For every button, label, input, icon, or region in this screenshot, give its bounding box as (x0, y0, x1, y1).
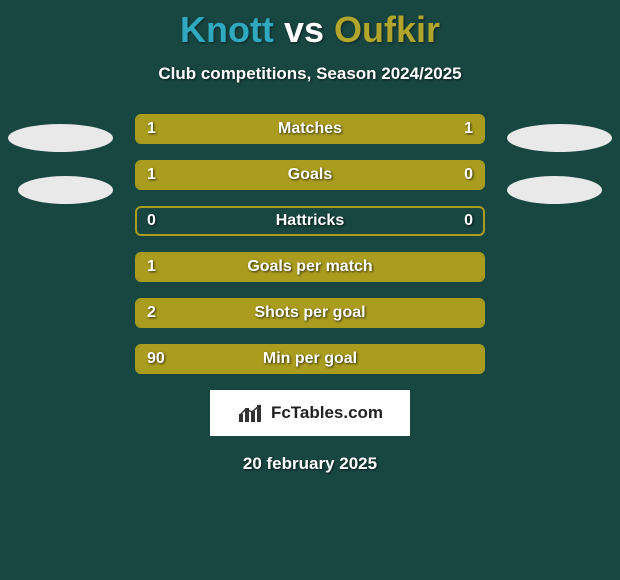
stat-row: 1Goals0 (135, 160, 485, 190)
player1-name: Knott (180, 9, 274, 50)
avatar-shadow-left-2 (18, 176, 113, 204)
stat-right-value: 1 (464, 116, 473, 142)
stat-right-value: 0 (464, 162, 473, 188)
stat-label: Goals (137, 162, 483, 188)
stat-right-value: 0 (464, 208, 473, 234)
stat-row: 90Min per goal (135, 344, 485, 374)
stat-label: Shots per goal (137, 300, 483, 326)
page-title: Knott vs Oufkir (0, 0, 620, 50)
logo-box: FcTables.com (210, 390, 410, 436)
stat-row: 2Shots per goal (135, 298, 485, 328)
stat-row: 0Hattricks0 (135, 206, 485, 236)
stat-label: Goals per match (137, 254, 483, 280)
stats-container: 1Matches11Goals00Hattricks01Goals per ma… (135, 114, 485, 374)
avatar-shadow-right-2 (507, 176, 602, 204)
stat-label: Min per goal (137, 346, 483, 372)
vs-text: vs (284, 9, 324, 50)
avatar-shadow-left-1 (8, 124, 113, 152)
player2-name: Oufkir (334, 9, 440, 50)
stat-label: Hattricks (137, 208, 483, 234)
logo-text: FcTables.com (271, 403, 383, 423)
stat-row: 1Matches1 (135, 114, 485, 144)
stat-label: Matches (137, 116, 483, 142)
date-text: 20 february 2025 (0, 454, 620, 474)
avatar-shadow-right-1 (507, 124, 612, 152)
stat-row: 1Goals per match (135, 252, 485, 282)
subtitle: Club competitions, Season 2024/2025 (0, 64, 620, 84)
bars-icon (237, 402, 265, 424)
